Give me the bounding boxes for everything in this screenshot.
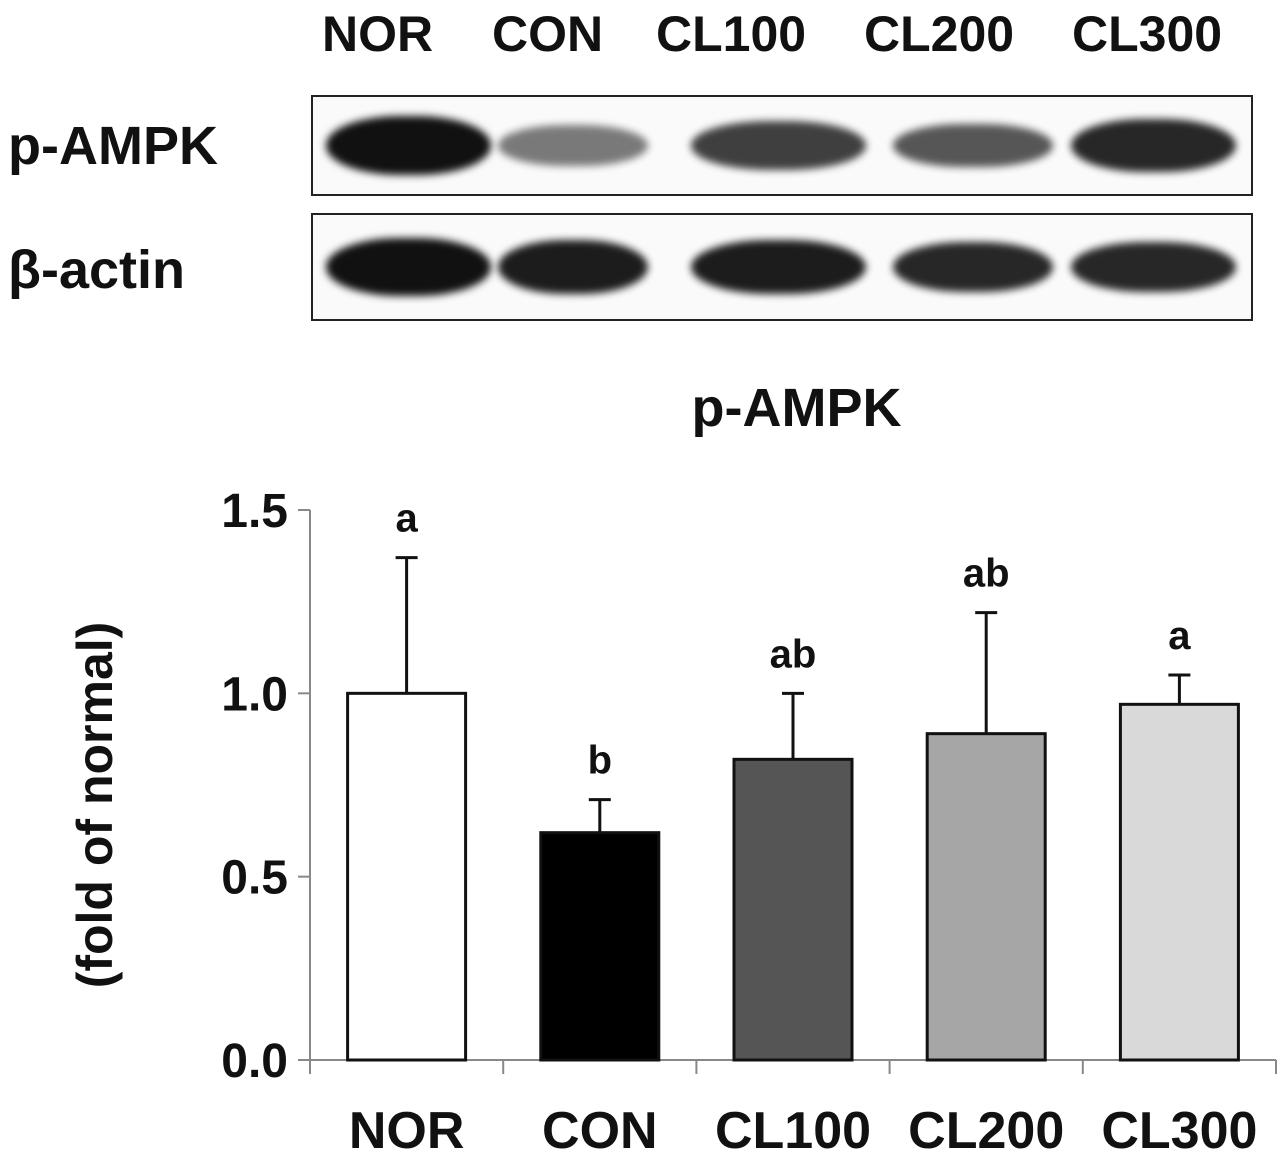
x-tick-label-cl300: CL300	[1101, 1102, 1257, 1157]
blot-row-label-beta-actin: β-actin	[8, 240, 185, 300]
significance-label-cl100: ab	[770, 632, 817, 676]
y-tick-label: 0.5	[221, 852, 288, 905]
y-tick-label: 0.0	[221, 1035, 288, 1088]
blot-band-beta-actin-cl100	[690, 239, 866, 295]
bar-con	[539, 831, 661, 1062]
bar-cl200	[925, 732, 1047, 1062]
y-tick-label: 1.0	[221, 668, 288, 721]
blot-lane-label-cl100: CL100	[656, 6, 807, 62]
x-tick-label-nor: NOR	[349, 1102, 465, 1157]
blot-row-label-p-ampk: p-AMPK	[8, 116, 218, 176]
bar-cl300	[1118, 702, 1240, 1062]
significance-label-con: b	[588, 739, 612, 783]
significance-label-cl300: a	[1168, 614, 1191, 658]
x-tick-label-con: CON	[542, 1102, 658, 1157]
y-axis-label: (fold of normal)	[67, 622, 123, 989]
chart-title: p-AMPK	[691, 378, 902, 438]
blot-band-p-ampk-cl200	[893, 123, 1053, 168]
significance-label-cl200: ab	[963, 552, 1010, 596]
blot-band-beta-actin-nor	[325, 238, 491, 296]
blot-band-p-ampk-nor	[325, 116, 491, 175]
x-tick-label-cl100: CL100	[715, 1102, 871, 1157]
blot-panel-beta-actin	[311, 213, 1253, 321]
blot-lane-label-cl300: CL300	[1072, 6, 1223, 62]
bar-cl100	[732, 757, 854, 1062]
bar-nor	[346, 691, 468, 1062]
blot-band-p-ampk-cl300	[1070, 118, 1236, 173]
x-tick-label-cl200: CL200	[908, 1102, 1064, 1157]
blot-panel-p-ampk	[311, 95, 1253, 196]
blot-band-p-ampk-cl100	[690, 121, 866, 170]
significance-label-nor: a	[395, 497, 418, 541]
blot-lane-label-nor: NOR	[322, 6, 434, 62]
blot-lane-label-con: CON	[492, 6, 604, 62]
blot-lane-label-cl200: CL200	[864, 6, 1015, 62]
blot-band-beta-actin-cl300	[1070, 242, 1236, 292]
y-tick-label: 1.5	[221, 485, 288, 538]
blot-band-beta-actin-cl200	[893, 242, 1053, 292]
blot-band-p-ampk-con	[498, 125, 648, 166]
blot-band-beta-actin-con	[498, 239, 648, 295]
